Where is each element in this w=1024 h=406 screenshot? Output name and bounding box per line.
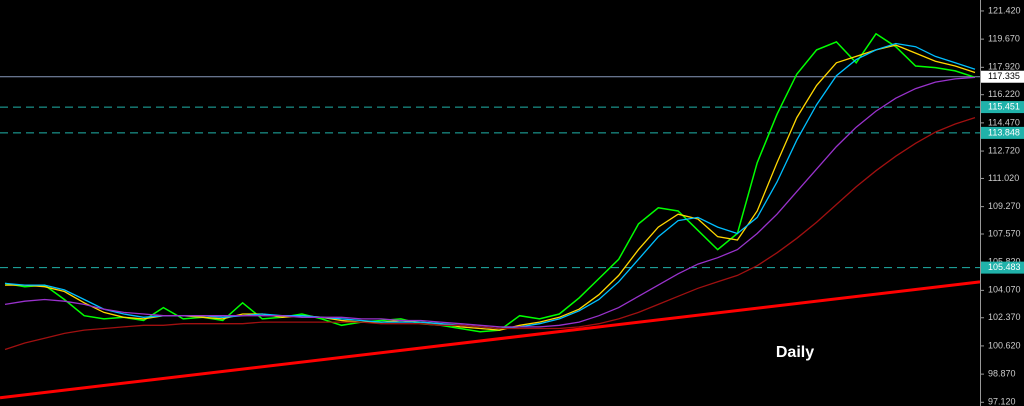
- y-tick-label: 111.020: [988, 173, 1019, 183]
- moving-average: [4, 116, 976, 351]
- y-tick-label: 105.820: [988, 257, 1021, 267]
- y-tick-label: 100.620: [988, 340, 1021, 350]
- timeframe-annotation: Daily: [776, 344, 814, 361]
- moving-average: [4, 76, 976, 328]
- price-axis: 121.420 119.670 117.920 116.220 114.470 112.7…: [980, 5, 1024, 406]
- price-label: 115.451: [988, 101, 1020, 111]
- price-label: 105.483: [988, 262, 1021, 272]
- y-tick-label: 119.670: [988, 34, 1020, 44]
- y-tick-label: 121.420: [988, 5, 1021, 15]
- y-tick-label: 104.070: [988, 285, 1021, 295]
- price-line: [4, 32, 976, 333]
- price-label-box: [981, 261, 1024, 274]
- plot-area: [0, 32, 981, 400]
- y-tick-label: 117.920: [988, 62, 1020, 72]
- price-label-box: [981, 126, 1024, 139]
- y-tick-label: 97.120: [988, 397, 1016, 406]
- y-tick-label: 102.370: [988, 312, 1021, 322]
- price-label: 113.848: [988, 127, 1020, 137]
- price-label: 117.335: [988, 71, 1020, 81]
- trendline: [0, 280, 981, 400]
- y-tick-label: 112.720: [988, 145, 1020, 155]
- y-tick-label: 116.220: [988, 89, 1020, 99]
- y-tick-label: 107.570: [988, 228, 1021, 238]
- price-label-box: [981, 70, 1024, 83]
- y-tick-label: 98.870: [988, 368, 1016, 378]
- price-label-box: [981, 101, 1024, 114]
- y-tick-label: 109.270: [988, 201, 1021, 211]
- y-tick-label: 114.470: [988, 117, 1020, 127]
